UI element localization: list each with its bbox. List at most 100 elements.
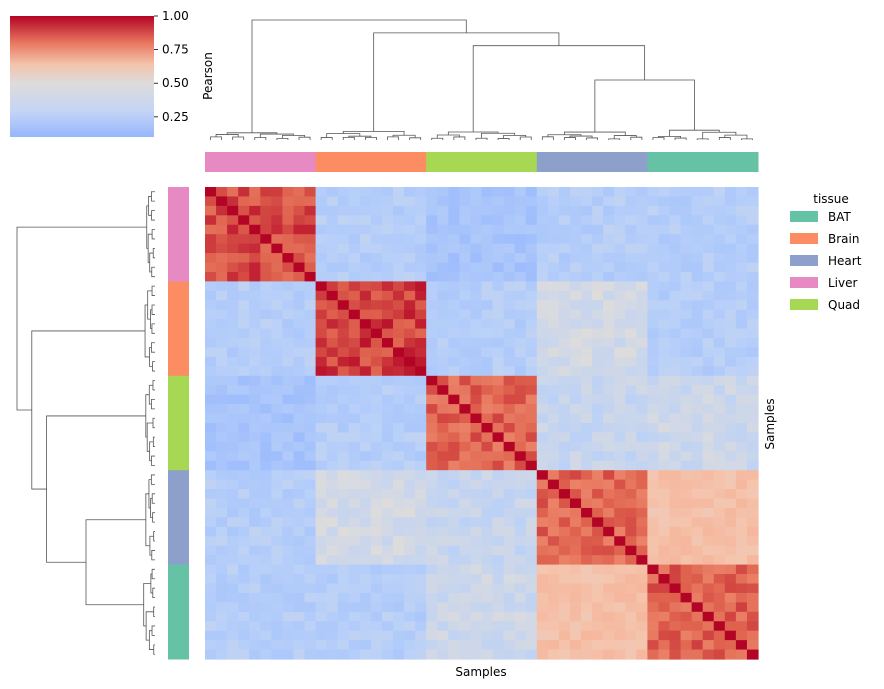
- heatmap-cell: [680, 507, 693, 518]
- heatmap-cell: [614, 451, 626, 462]
- heatmap-cell: [558, 281, 571, 292]
- heatmap-cell: [581, 536, 593, 547]
- heatmap-cell: [348, 271, 361, 282]
- heatmap-cell: [293, 253, 306, 264]
- heatmap-cell: [547, 517, 560, 528]
- heatmap-cell: [260, 243, 272, 254]
- heatmap-cell: [216, 630, 228, 641]
- heatmap-cell: [680, 413, 693, 424]
- heatmap-cell: [293, 243, 306, 254]
- heatmap-cell: [558, 243, 571, 254]
- heatmap-cell: [326, 328, 339, 339]
- heatmap-cell: [260, 347, 272, 358]
- heatmap-cell: [393, 555, 405, 566]
- heatmap-cell: [415, 394, 427, 405]
- heatmap-cell: [415, 611, 427, 622]
- heatmap-cell: [326, 630, 339, 641]
- heatmap-cell: [470, 271, 483, 282]
- heatmap-cell: [370, 602, 383, 613]
- heatmap-cell: [216, 338, 228, 349]
- heatmap-cell: [669, 375, 682, 386]
- heatmap-cell: [293, 545, 306, 556]
- heatmap-cell: [603, 555, 615, 566]
- heatmap-cell: [381, 404, 394, 415]
- heatmap-cell: [381, 281, 394, 292]
- heatmap-cell: [227, 281, 239, 292]
- heatmap-cell: [393, 404, 405, 415]
- heatmap-cell: [227, 328, 239, 339]
- heatmap-cell: [492, 451, 505, 462]
- heatmap-cell: [746, 592, 759, 603]
- heatmap-cell: [581, 460, 593, 471]
- heatmap-cell: [702, 592, 715, 603]
- heatmap-cell: [404, 630, 416, 641]
- heatmap-cell: [669, 555, 682, 566]
- heatmap-cell: [503, 460, 516, 471]
- heatmap-cell: [282, 281, 295, 292]
- heatmap-cell: [227, 290, 239, 301]
- heatmap-cell: [249, 394, 261, 405]
- heatmap-cell: [359, 555, 372, 566]
- heatmap-cell: [625, 507, 637, 518]
- heatmap-cell: [536, 356, 549, 367]
- heatmap-cell: [470, 564, 483, 575]
- heatmap-cell: [746, 347, 759, 358]
- heatmap-cell: [459, 460, 472, 471]
- dendrogram-link: [608, 138, 621, 140]
- heatmap-cell: [393, 526, 405, 537]
- heatmap-cell: [625, 281, 637, 292]
- heatmap-cell: [636, 649, 648, 660]
- heatmap-cell: [205, 574, 217, 585]
- heatmap-cell: [393, 253, 405, 264]
- heatmap-cell: [691, 224, 704, 235]
- heatmap-cell: [603, 281, 615, 292]
- heatmap-cell: [326, 271, 339, 282]
- heatmap-cell: [702, 300, 715, 311]
- heatmap-cell: [304, 300, 317, 311]
- heatmap-cell: [481, 290, 494, 301]
- heatmap-cell: [337, 309, 350, 320]
- heatmap-cell: [581, 404, 593, 415]
- heatmap-cell: [592, 526, 604, 537]
- heatmap-cell: [492, 196, 505, 207]
- heatmap-cell: [337, 564, 350, 575]
- heatmap-cell: [680, 649, 693, 660]
- heatmap-cell: [260, 328, 272, 339]
- heatmap-cell: [216, 498, 228, 509]
- heatmap-cell: [260, 441, 272, 452]
- heatmap-cell: [547, 555, 560, 566]
- heatmap-cell: [547, 640, 560, 651]
- heatmap-cell: [348, 423, 361, 434]
- heatmap-cell: [205, 649, 217, 660]
- legend-label: BAT: [828, 210, 852, 224]
- heatmap-cell: [415, 432, 427, 443]
- heatmap-cell: [647, 489, 660, 500]
- heatmap-cell: [735, 215, 748, 226]
- heatmap-cell: [492, 300, 505, 311]
- heatmap-cell: [282, 356, 295, 367]
- heatmap-cell: [569, 517, 582, 528]
- heatmap-cell: [481, 215, 494, 226]
- heatmap-cell: [370, 545, 383, 556]
- heatmap-cell: [448, 423, 460, 434]
- heatmap-cell: [216, 281, 228, 292]
- heatmap-cell: [724, 583, 737, 594]
- heatmap-cell: [691, 205, 704, 216]
- heatmap-cell: [459, 366, 472, 377]
- heatmap-cell: [293, 234, 306, 245]
- heatmap-cell: [304, 498, 317, 509]
- heatmap-cell: [271, 309, 284, 320]
- heatmap-cell: [514, 404, 527, 415]
- dendrogram-link: [674, 137, 687, 140]
- heatmap-cell: [249, 470, 261, 481]
- heatmap-cell: [271, 243, 284, 254]
- heatmap-cell: [205, 347, 217, 358]
- heatmap-cell: [724, 385, 737, 396]
- heatmap-cell: [536, 441, 549, 452]
- heatmap-cell: [249, 441, 261, 452]
- heatmap-cell: [569, 507, 582, 518]
- heatmap-cell: [514, 564, 527, 575]
- heatmap-cell: [249, 545, 261, 556]
- heatmap-cell: [735, 375, 748, 386]
- heatmap-cell: [603, 328, 615, 339]
